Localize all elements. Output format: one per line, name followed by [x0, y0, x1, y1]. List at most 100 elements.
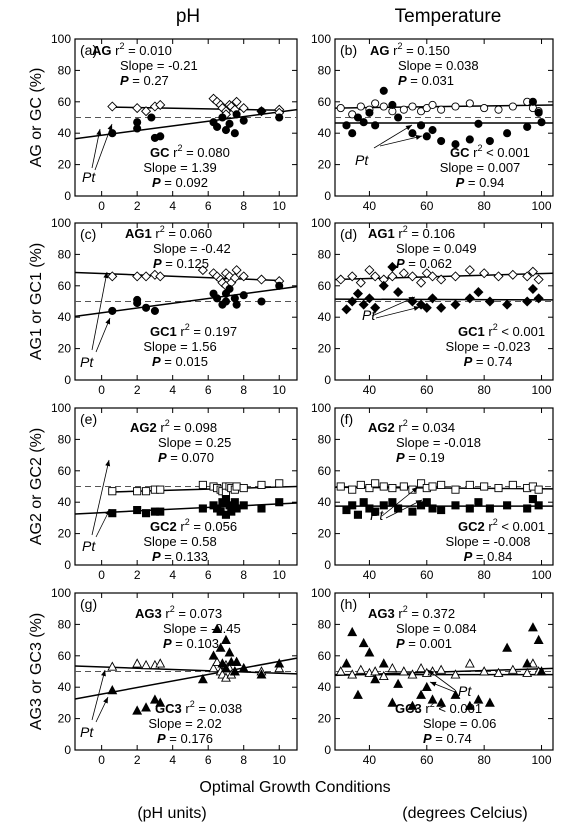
y-tick-label: 0: [324, 558, 331, 572]
stats-gc2-pvalue: P = 0.133: [152, 549, 208, 564]
data-point: [133, 124, 142, 133]
data-point: [335, 666, 346, 676]
panel-label: (d): [340, 226, 357, 242]
y-tick-label: 20: [58, 527, 72, 541]
data-point: [256, 274, 267, 285]
y-tick-label: 0: [324, 743, 331, 757]
data-point: [371, 479, 380, 488]
data-point: [371, 99, 380, 108]
y-axis-title: AG1 or GC1 (%): [28, 243, 45, 360]
data-point: [155, 697, 166, 707]
x-tick-label: 6: [205, 568, 212, 582]
data-point: [379, 86, 388, 95]
data-point: [149, 269, 160, 280]
stats-gc-slope: Slope = 1.39: [143, 160, 216, 175]
x-tick-label: 4: [169, 199, 176, 213]
stats-ag2-r2: AG2 r2 = 0.098: [130, 418, 217, 435]
data-point: [239, 116, 248, 125]
data-point: [407, 700, 418, 710]
data-point: [348, 485, 357, 494]
data-point: [502, 642, 513, 652]
x-tick-label: 0: [98, 568, 105, 582]
data-point: [232, 504, 241, 513]
data-point: [364, 647, 375, 657]
y-tick-label: 20: [318, 158, 332, 172]
x-tick-label: 40: [363, 383, 377, 397]
data-point: [503, 129, 512, 138]
x-tick-label: 2: [134, 753, 141, 767]
y-tick-label: 0: [64, 189, 71, 203]
data-point: [378, 280, 389, 291]
data-point: [197, 674, 208, 684]
data-point: [485, 504, 494, 513]
stats-gc2-r2: GC2 r2 = 0.056: [150, 517, 237, 534]
data-point: [523, 122, 532, 131]
data-point: [533, 293, 544, 304]
data-point: [155, 99, 166, 110]
data-point: [141, 303, 151, 312]
data-point: [230, 129, 239, 138]
data-point: [428, 100, 437, 109]
data-point: [239, 501, 248, 510]
data-point: [156, 507, 165, 516]
y-tick-label: 60: [58, 95, 72, 109]
data-point: [342, 506, 351, 515]
pt-arrow: [373, 124, 413, 149]
y-tick-label: 60: [58, 279, 72, 293]
data-point: [508, 480, 517, 489]
pt-label: Pt: [82, 169, 96, 185]
y-tick-label: 0: [64, 743, 71, 757]
stats-ag-r2: AG r2 = 0.150: [370, 41, 450, 58]
pt-label: Pt: [370, 507, 384, 523]
data-point: [352, 689, 363, 699]
data-point: [107, 271, 118, 282]
data-point: [197, 265, 208, 276]
y-tick-label: 80: [318, 247, 332, 261]
y-tick-label: 100: [311, 216, 331, 230]
data-point: [493, 271, 504, 282]
data-point: [527, 622, 538, 632]
data-point: [393, 287, 404, 298]
x-tick-label: 4: [169, 568, 176, 582]
pt-arrowhead: [411, 487, 418, 493]
data-point: [523, 504, 532, 513]
data-point: [436, 664, 447, 674]
data-point: [494, 484, 503, 493]
data-point: [388, 484, 397, 493]
data-point: [141, 106, 152, 117]
data-point: [464, 293, 475, 304]
data-point: [537, 118, 546, 127]
data-point: [141, 659, 151, 670]
stats-gc1-r2: GC1 r2 = 0.197: [150, 322, 237, 339]
data-point: [508, 102, 517, 111]
y-tick-label: 0: [64, 558, 71, 572]
panel-c: 0 20 40 60 80 100 0 2 4 6 8 10 AG1 or GC1 (%) (c) AG1 …: [28, 216, 298, 397]
pt-arrowhead: [415, 500, 422, 505]
y-axis-title: AG or GC (%): [28, 68, 45, 168]
stats-ag2-r2: AG2 r2 = 0.034: [368, 418, 455, 435]
panel-label: (e): [80, 411, 97, 427]
data-point: [257, 504, 266, 513]
y-tick-label: 80: [318, 63, 332, 77]
x-tick-label: 100: [532, 568, 552, 582]
data-point: [108, 306, 117, 315]
data-point: [370, 271, 381, 282]
y-tick-label: 100: [51, 586, 71, 600]
data-point: [522, 658, 533, 668]
x-tick-label: 40: [363, 753, 377, 767]
x-units-right: (degrees Celcius): [402, 805, 527, 822]
data-point: [408, 102, 417, 111]
panel-a: 0 20 40 60 80 100 0 2 4 6 8 10 AG or GC (%) (a)AG r2 …: [28, 32, 298, 213]
stats-ag-slope: Slope = -0.21: [120, 58, 198, 73]
data-point: [427, 293, 438, 304]
data-point: [213, 122, 222, 131]
data-point: [474, 119, 483, 128]
pt-arrow: [91, 459, 110, 536]
x-tick-label: 0: [98, 753, 105, 767]
stats-gc1-pvalue: P = 0.015: [152, 354, 208, 369]
x-tick-label: 80: [477, 383, 491, 397]
